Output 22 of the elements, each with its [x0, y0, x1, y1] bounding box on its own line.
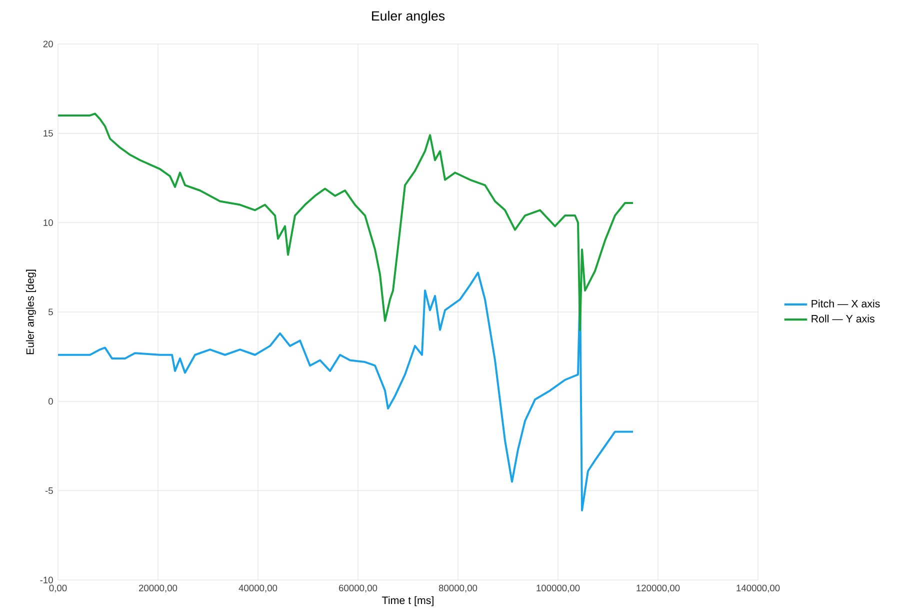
y-tick-label: -5	[45, 488, 53, 494]
x-tick-label: 0,00	[49, 584, 67, 593]
y-tick-label: 15	[44, 130, 53, 137]
line-series	[57, 272, 634, 512]
y-axis-title: Euler angles [deg]	[26, 270, 36, 354]
x-axis-title: Time t [ms]	[382, 596, 434, 606]
y-tick-label: 0	[48, 398, 53, 405]
y-tick-label: -10	[40, 576, 53, 584]
y-tick-label: 10	[44, 220, 53, 226]
x-tick-label: 120000,00	[636, 584, 680, 593]
x-tick-label: 40000,00	[238, 584, 278, 593]
line-series	[57, 112, 634, 332]
legend-label: Roll — Y axis	[812, 314, 874, 323]
x-tick-label: 80000,00	[438, 584, 478, 593]
x-tick-label: 100000,00	[536, 584, 580, 593]
x-tick-label: 60000,00	[339, 584, 378, 593]
x-tick-label: 20000,00	[139, 584, 178, 593]
chart-title: Euler angles	[372, 11, 445, 24]
y-tick-label: 5	[48, 308, 53, 316]
legend-label: Pitch — X axis	[812, 300, 880, 308]
x-tick-label: 140000,00	[736, 584, 780, 593]
y-tick-label: 20	[43, 40, 53, 48]
